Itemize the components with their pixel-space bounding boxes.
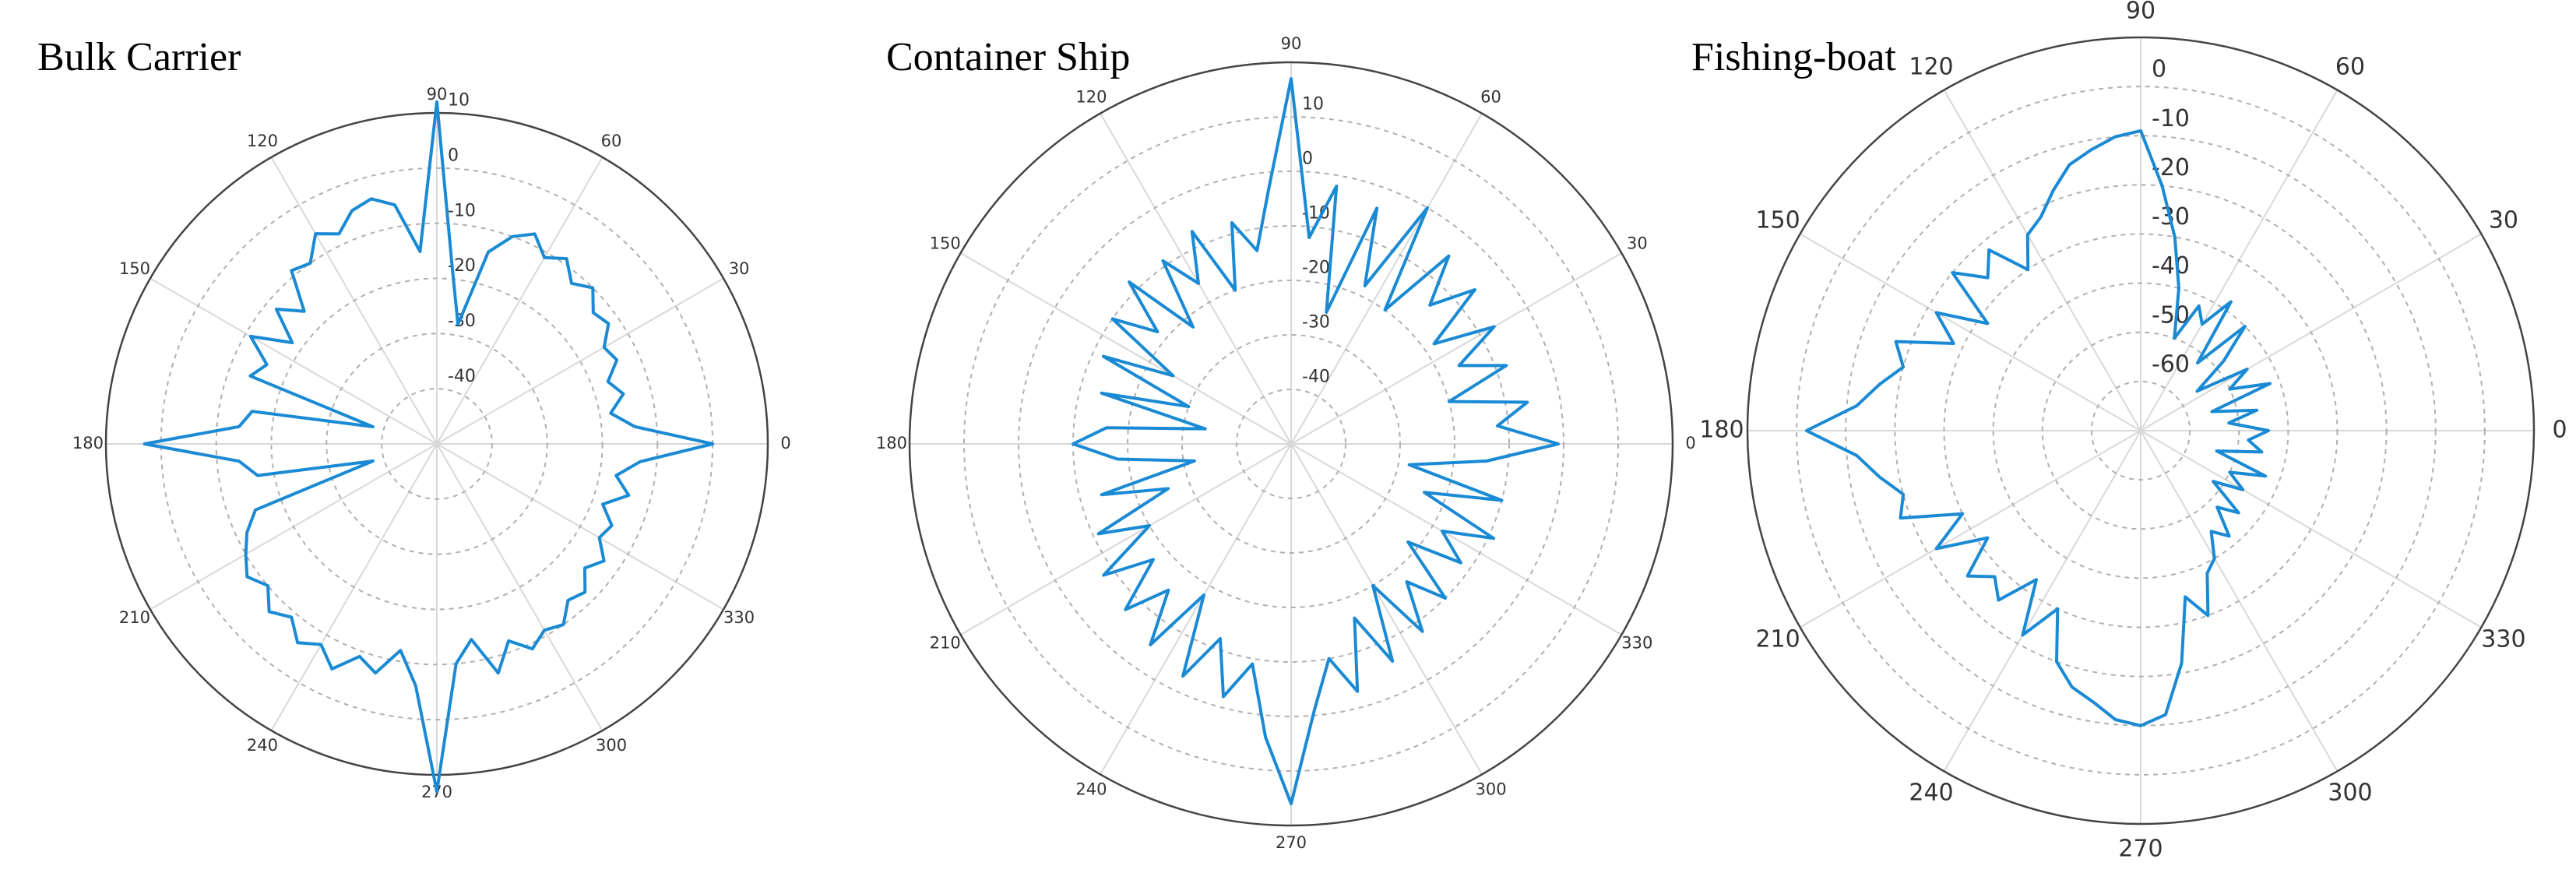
angle-tick-label: 150 [1755,207,1800,234]
radial-tick-label: -60 [2152,350,2190,378]
chart-title: Container Ship [886,35,1130,79]
radial-tick-label: -40 [2152,252,2190,280]
angle-tick-label: 330 [723,608,755,627]
radial-tick-label: -10 [2152,105,2190,132]
radial-tick-label: -40 [1302,368,1330,387]
radial-grid-ring [2041,331,2240,530]
chart-title: Fishing-boat [1691,35,1896,79]
radial-grid-ring [1018,171,1564,717]
angle-tick-label: 120 [1075,88,1107,107]
angle-grid-line [1290,443,1483,775]
angle-grid-line [960,443,1292,635]
angle-tick-label: 150 [930,234,961,252]
angle-tick-label: 150 [119,259,150,278]
angle-tick-label: 0 [780,434,790,452]
angle-grid-line [436,443,604,731]
data-line [143,100,715,794]
radial-tick-label: -20 [1302,259,1330,278]
angle-tick-label: 210 [930,634,961,653]
angle-tick-label: 90 [1281,34,1302,53]
angle-grid-line [1100,113,1292,445]
radial-grid-ring [1236,389,1346,499]
angle-tick-label: 240 [247,736,278,755]
radial-grid-ring [1894,184,2388,678]
angle-tick-label: 0 [1685,434,1695,452]
angle-tick-label: 90 [427,85,448,104]
angle-grid-line [1100,443,1292,775]
radial-grid-ring [215,222,659,666]
radial-grid-ring [2090,380,2191,481]
chart-title: Bulk Carrier [37,35,241,79]
angle-tick-label: 180 [1699,417,1744,444]
radial-grid-ring [963,116,1619,772]
angle-grid-line [1290,113,1483,445]
angle-tick-label: 300 [596,736,627,755]
radial-tick-label: 0 [2152,56,2166,83]
radial-tick-label: -30 [1302,313,1330,333]
angle-tick-label: 240 [1075,780,1107,798]
radial-grid-ring [1845,135,2437,727]
angle-grid-line [436,277,724,445]
angle-tick-label: 0 [2552,417,2567,444]
radial-grid-ring [326,333,548,555]
angle-tick-label: 240 [1909,779,1953,806]
radial-grid-ring [1796,86,2486,776]
angle-tick-label: 210 [1755,626,1800,653]
angle-tick-label: 300 [2328,779,2372,806]
polar-frame [908,61,1674,827]
radial-tick-label: 0 [1302,150,1313,169]
angle-grid-line [1290,252,1622,445]
radial-grid-ring [270,277,604,611]
radial-tick-label: 0 [448,146,459,165]
angle-tick-label: 120 [247,132,278,150]
angle-grid-line [960,252,1292,445]
radial-grid-ring [381,388,493,500]
angle-grid-line [1290,443,1622,635]
angle-grid-line [150,277,438,445]
radial-tick-label: -10 [448,201,476,220]
angle-tick-label: 330 [1621,634,1652,653]
radial-tick-label: -40 [448,367,476,386]
radial-grid-ring [1181,334,1401,554]
angle-tick-label: 60 [1480,88,1501,107]
angle-tick-label: 180 [876,434,907,452]
angle-tick-label: 120 [1909,54,1953,81]
data-line [1804,128,2272,727]
angle-tick-label: 270 [2118,836,2163,863]
angle-tick-label: 210 [119,608,150,627]
angle-tick-label: 30 [729,259,750,278]
angle-tick-label: 330 [2481,626,2525,653]
angle-tick-label: 90 [2126,0,2155,25]
angle-grid-line [436,157,604,445]
angle-tick-label: 30 [1627,234,1648,252]
angle-tick-label: 270 [1276,833,1307,852]
angle-tick-label: 60 [601,132,622,150]
data-line [1072,77,1560,805]
angle-tick-label: 180 [72,434,104,452]
radial-tick-label: 10 [1302,95,1324,114]
radial-grid-ring [1127,280,1455,608]
angle-tick-label: 300 [1476,780,1507,798]
radial-tick-label: 10 [448,91,470,111]
polar-frame [1746,36,2536,825]
radial-grid-ring [1992,282,2289,579]
angle-tick-label: 30 [2489,207,2518,234]
radial-grid-ring [1943,233,2338,628]
angle-tick-label: 60 [2335,54,2365,81]
